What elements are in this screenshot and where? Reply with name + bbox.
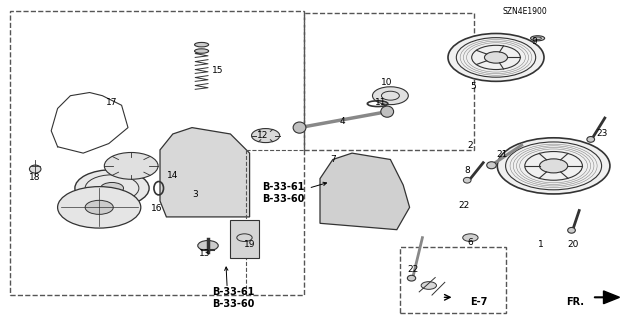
Text: 7: 7 [330,155,335,164]
Circle shape [497,138,610,194]
Circle shape [58,187,141,228]
Ellipse shape [29,165,41,173]
Text: 19: 19 [244,240,255,249]
Bar [400,247,506,313]
Text: 22: 22 [407,265,419,274]
Text: 2: 2 [468,141,473,150]
Text: 20: 20 [567,240,579,249]
Ellipse shape [293,122,306,133]
Circle shape [85,200,113,214]
Polygon shape [160,128,250,217]
Text: 16: 16 [151,204,163,213]
Ellipse shape [407,275,416,281]
Text: B-33-61: B-33-61 [212,287,255,297]
Circle shape [75,170,149,207]
Text: 6: 6 [468,238,473,247]
Text: 21: 21 [497,150,508,159]
Ellipse shape [587,137,595,142]
Text: 14: 14 [167,171,179,180]
Bar [230,220,259,258]
Text: E-7: E-7 [470,297,488,308]
Ellipse shape [486,162,497,169]
Text: 17: 17 [106,98,118,107]
Polygon shape [320,153,410,230]
Text: 8: 8 [465,166,470,175]
Text: 10: 10 [381,78,393,87]
Text: 15: 15 [212,66,223,75]
Text: 5: 5 [471,82,476,91]
Text: 4: 4 [340,117,345,126]
Text: FR.: FR. [566,297,584,308]
Text: 3: 3 [193,190,198,199]
Text: 12: 12 [257,131,268,140]
Circle shape [448,33,544,81]
Text: B-33-60: B-33-60 [212,299,255,309]
Text: 1: 1 [538,240,543,249]
Text: SZN4E1900: SZN4E1900 [502,7,547,16]
Circle shape [252,129,280,143]
Ellipse shape [195,42,209,47]
Ellipse shape [568,227,575,233]
Circle shape [372,87,408,105]
Circle shape [104,152,158,179]
Circle shape [540,159,568,173]
Text: 23: 23 [596,130,607,138]
Ellipse shape [531,36,545,41]
Circle shape [463,234,478,241]
Circle shape [198,241,218,251]
Circle shape [421,282,436,289]
Text: 13: 13 [199,249,211,258]
Text: 22: 22 [458,201,470,210]
Circle shape [484,52,508,63]
Text: B-33-61: B-33-61 [262,182,304,192]
Text: 11: 11 [375,98,387,107]
Ellipse shape [381,106,394,117]
Ellipse shape [463,177,471,183]
Ellipse shape [195,49,209,53]
Circle shape [100,182,124,194]
Text: 9: 9 [532,37,537,46]
Polygon shape [604,291,620,304]
Text: 18: 18 [29,173,41,182]
Bar [304,13,474,150]
Bar [10,11,304,295]
Text: B-33-60: B-33-60 [262,194,304,204]
